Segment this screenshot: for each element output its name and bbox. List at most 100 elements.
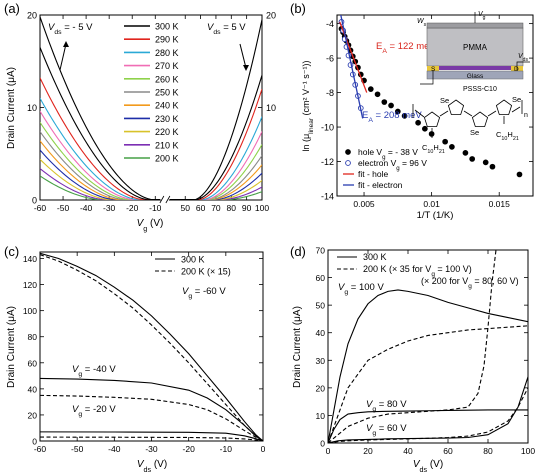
d-curve-vg60 [328,387,528,443]
b-panel-label: (b) [290,1,306,16]
panel-c: -60 -50 -40 -30 -20 -10 0 0 20 40 60 80 100 120 140 300… [4,244,266,474]
a-legend-label: 280 K [155,48,179,58]
d-xtick-20-label: 20 [363,446,373,456]
a-xtick-100-label: 100 [255,203,269,213]
b-point [388,102,394,109]
b-ytick-0-label: -14 [321,192,334,202]
a-legend-label: 200 K [155,154,179,164]
c-xtick--20-label: -20 [183,444,196,454]
c-curve-vg40 [39,394,264,442]
b-xtick-1-label: 0.01 [423,199,440,209]
d-legend-label-extra: (× 200 for Vg = 80, 60 V) [421,276,519,290]
c-ytick-120-label: 120 [23,280,37,290]
b-legend-swatch [345,160,351,166]
inset-semiconductor-layer [427,66,523,70]
c-curve-vg60 [39,254,264,442]
d-legend-label: 300 K [363,252,387,262]
molecule-se: Se [470,128,479,137]
b-point [462,150,469,156]
inset-w-label: Ws [417,18,427,28]
molecule-bond [487,110,497,117]
b-xtick-2-label: 0.015 [489,199,511,209]
c-annot: Vg = -20 V [72,404,116,418]
b-marks [338,15,523,178]
a-y2tick-10-label: 10 [266,103,276,113]
c-legend-label: 300 K [181,255,205,265]
d-xtick-80-label: 80 [483,446,493,456]
a-legend-label: 250 K [155,88,179,98]
a-series-extra-0-left [40,47,160,200]
a-series-240K-right [169,164,262,200]
a-annot-left: Vds = - 5 V [48,22,93,36]
b-ytick-1-label: -12 [321,157,334,167]
a-xtick--30-label: -30 [103,203,116,213]
molecule-ring [495,99,513,115]
b-ytick-3-label: -8 [326,88,334,98]
a-arrow-left-head [63,41,69,47]
a-legend-label: 260 K [155,74,179,84]
a-legend-label: 300 K [155,22,179,32]
d-ytick-60-label: 60 [316,273,326,283]
c-legend: 300 K 200 K (× 15) [155,255,231,277]
d-ytick-50-label: 50 [316,301,326,311]
a-xtick-80-label: 80 [227,203,237,213]
d-xtick-40-label: 40 [403,446,413,456]
b-fit-line [340,15,364,119]
inset-d-label: D [514,66,519,73]
a-ytick-0-label: 0 [32,196,37,206]
a-xtick-70-label: 70 [211,203,221,213]
c-ytick-20-label: 20 [28,410,38,420]
a-xtick--60-label: -60 [34,203,47,213]
a-legend-label: 220 K [155,127,179,137]
a-ytick-20-label: 20 [27,11,37,21]
d-ytick-0-label: 0 [320,439,325,449]
inset-pmma-layer [426,27,524,67]
b-point [449,144,455,150]
b-ylabel: ln (μlinear (cm² V⁻¹ s⁻¹)) [301,60,315,151]
d-xtick-100-label: 100 [521,446,535,456]
inset-gate-layer [426,22,524,29]
d-xlabel: Vds (V) [413,459,443,474]
a-y2tick-20-label: 20 [266,11,276,21]
c-xtick--60-label: -60 [34,444,47,454]
c-curve-vg40 [39,377,264,442]
a-xtick--40-label: -40 [80,203,93,213]
c-xtick--40-label: -40 [108,444,121,454]
c-ytick-140-label: 140 [23,254,37,264]
b-legend-label: electron Vg = 96 V [358,158,427,172]
b-ytick-5-label: -4 [326,19,334,29]
c-panel-label: (c) [4,244,19,259]
b-point [442,138,448,145]
d-xtick-0-label: 0 [326,446,331,456]
d-curve-vg80 [328,250,497,443]
d-ytick-30-label: 30 [316,356,326,366]
d-curve-vg100 [328,325,528,443]
molecule-ring [423,111,441,127]
b-xtick-0-label: 0.005 [353,199,375,209]
molecule-bond [439,110,449,117]
plot-frame [327,249,529,444]
inset-s-label: S [431,66,436,73]
b-point [367,86,374,92]
a-legend-label: 240 K [155,101,179,111]
d-ytick-40-label: 40 [316,328,326,338]
d-curves [328,250,528,443]
a-legend-label: 210 K [155,140,179,150]
plot-frame [39,14,263,201]
c-xtick-0-label: 0 [261,444,266,454]
inset-source-wire [420,70,434,85]
b-ea-electron: EA = 208 meV [362,110,422,124]
b-legend-label: fit - hole [358,169,389,179]
molecule-se: Se [512,95,521,104]
d-annot: Vg = 80 V [366,399,407,413]
panel-a: -60 -50 -40 -30 -20 -10 50 60 70 80 90 100 0 10 20 10 20… [4,1,276,233]
b-point [469,156,476,162]
d-xtick-60-label: 60 [443,446,453,456]
molecule-n: n [524,112,528,119]
axis-break-mark [159,195,165,204]
a-series-extra-0-right [169,74,262,200]
inset-glass-label: Glass [467,73,484,80]
a-panel-label: (a) [4,1,20,16]
